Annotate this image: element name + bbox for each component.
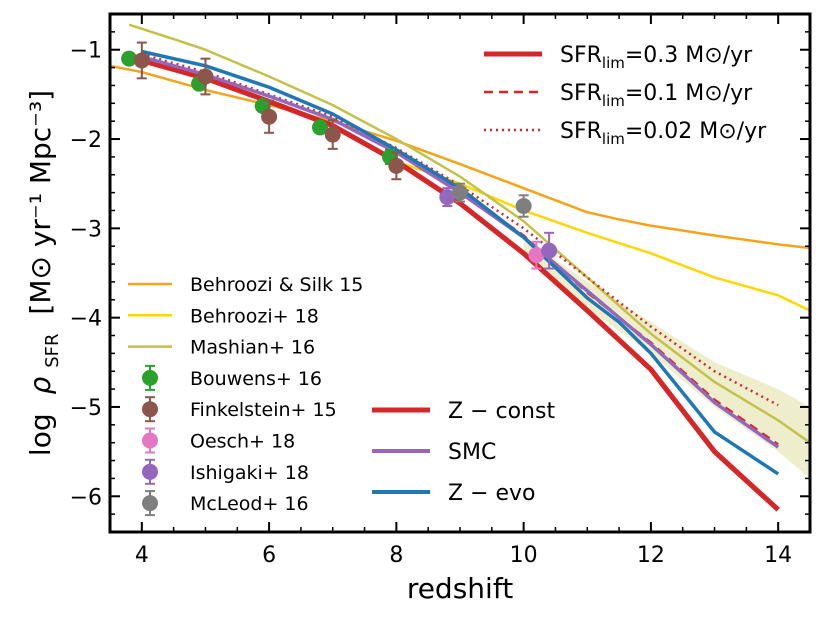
marker — [261, 108, 278, 125]
legend-label: Finkelstein+ 15 — [190, 399, 337, 421]
legend-label: Z − const — [448, 399, 555, 424]
x-tick-label: 14 — [764, 543, 792, 568]
y-tick-label: −3 — [70, 217, 102, 242]
data-point-ishigaki-18 — [439, 187, 456, 208]
y-tick-label: −2 — [70, 128, 102, 153]
legend-entry-bouwens-16: Bouwens+ 16 — [142, 364, 322, 391]
data-point-ishigaki-18 — [541, 231, 558, 270]
x-tick-label: 8 — [389, 543, 403, 568]
legend-marker — [142, 495, 158, 512]
y-axis-label-log: log — [24, 413, 57, 456]
legend-label-main: SFR — [560, 119, 602, 144]
y-axis-label: log ρ SFR [M⊙ yr⁻¹ Mpc⁻³] — [24, 90, 65, 456]
legend-label: Behroozi+ 18 — [190, 305, 319, 327]
series-line-z-const — [141, 58, 780, 512]
legend-entry-z-evo: Z − evo — [372, 481, 536, 506]
marker — [528, 247, 545, 264]
x-tick-label: 4 — [135, 543, 149, 568]
legend-label: Behroozi & Silk 15 — [190, 274, 363, 296]
y-tick-label: −4 — [70, 307, 102, 332]
legend-label: SMC — [448, 440, 496, 465]
legend-label: McLeod+ 16 — [190, 493, 309, 515]
model-lines-layer — [110, 23, 810, 444]
marker — [439, 189, 456, 206]
legend-label-main: SFR — [560, 43, 602, 68]
legend-label: SFRlim=0.02 M⊙/yr — [560, 119, 767, 148]
legend-label: Ishigaki+ 18 — [190, 462, 309, 484]
data-point-finkelstein-15 — [261, 99, 278, 134]
marker — [197, 68, 214, 85]
observations-layer — [121, 41, 558, 270]
x-tick-label: 6 — [262, 543, 276, 568]
legend-label: Mashian+ 16 — [190, 337, 315, 359]
data-point-mcleod-16 — [452, 182, 468, 203]
y-axis-label-rho: ρ — [24, 376, 57, 394]
data-point-bouwens-16 — [312, 119, 328, 136]
x-tick-label: 12 — [637, 543, 665, 568]
legend-entry-oesch-18: Oesch+ 18 — [142, 427, 295, 454]
data-point-finkelstein-15 — [324, 119, 341, 150]
marker — [388, 157, 405, 174]
axes-layer: 4 6 8 10 12 14 −6 −5 −4 −3 −2 −1 — [70, 12, 812, 568]
y-tick-label: −6 — [70, 485, 102, 510]
marker — [452, 184, 468, 201]
legend-entry-mashian-16: Mashian+ 16 — [128, 337, 315, 359]
x-tick-label: 10 — [510, 543, 538, 568]
y-tick-label: −1 — [70, 39, 102, 64]
marker — [324, 126, 341, 143]
legend-label: Bouwens+ 16 — [190, 368, 322, 390]
legend-entry-top-right: SFRlim=0.3 M⊙/yr — [484, 43, 753, 72]
legend-entry-z-const: Z − const — [372, 399, 555, 424]
legend-label-sub: lim — [602, 130, 625, 148]
legend-entry-behroozi-18: Behroozi+ 18 — [128, 305, 319, 327]
legend-entry-ishigaki-18: Ishigaki+ 18 — [142, 458, 309, 485]
series-line-z-evo — [141, 49, 780, 476]
marker — [121, 50, 138, 67]
svg-text:log ρ SFR [M: log ρ SFR [M⊙ yr⁻¹ Mpc⁻³] — [24, 90, 65, 456]
legend-label-value: =0.02 M⊙/yr — [625, 119, 767, 144]
series-line-behroozi-18 — [395, 160, 810, 312]
legend-label: Z − evo — [448, 481, 536, 506]
legend-label-sub: lim — [602, 54, 625, 72]
legend-entry-top-right: SFRlim=0.1 M⊙/yr — [484, 81, 753, 110]
marker — [541, 242, 558, 259]
data-point-finkelstein-15 — [133, 41, 150, 80]
legend-marker — [142, 432, 158, 449]
legend-label-value: =0.1 M⊙/yr — [625, 81, 753, 106]
data-point-finkelstein-15 — [197, 57, 214, 96]
series-line-mashian-16 — [128, 23, 810, 444]
legend-entry-smc: SMC — [372, 440, 496, 465]
data-point-mcleod-16 — [515, 194, 532, 218]
legend-marker — [142, 369, 158, 386]
x-axis-label: redshift — [407, 572, 513, 605]
legend-label-sub: lim — [602, 92, 625, 110]
legend-label-value: =0.3 M⊙/yr — [625, 43, 753, 68]
legend-entry-top-right: SFRlim=0.02 M⊙/yr — [484, 119, 767, 148]
legend-label: SFRlim=0.1 M⊙/yr — [560, 81, 753, 110]
y-tick-label: −5 — [70, 396, 102, 421]
marker — [515, 198, 532, 215]
legend-label-main: SFR — [560, 81, 602, 106]
legend-marker — [142, 463, 158, 480]
marker — [133, 52, 150, 69]
legend-marker — [142, 401, 158, 418]
y-axis-label-units: [M⊙ yr⁻¹ Mpc⁻³] — [24, 90, 57, 315]
legend-entry-finkelstein-15: Finkelstein+ 15 — [142, 396, 337, 423]
data-point-bouwens-16 — [121, 50, 138, 67]
legend-entry-mcleod-16: McLeod+ 16 — [142, 490, 309, 517]
data-point-finkelstein-15 — [388, 151, 405, 181]
y-axis-label-sub: SFR — [42, 334, 63, 368]
series-line-behroozi-silk-15 — [110, 64, 810, 250]
marker — [312, 119, 328, 136]
legend-entry-behroozi-silk-15: Behroozi & Silk 15 — [128, 274, 363, 296]
legend-label: SFRlim=0.3 M⊙/yr — [560, 43, 753, 72]
data-point-oesch-18 — [528, 240, 545, 270]
legend-label: Oesch+ 18 — [190, 431, 295, 453]
